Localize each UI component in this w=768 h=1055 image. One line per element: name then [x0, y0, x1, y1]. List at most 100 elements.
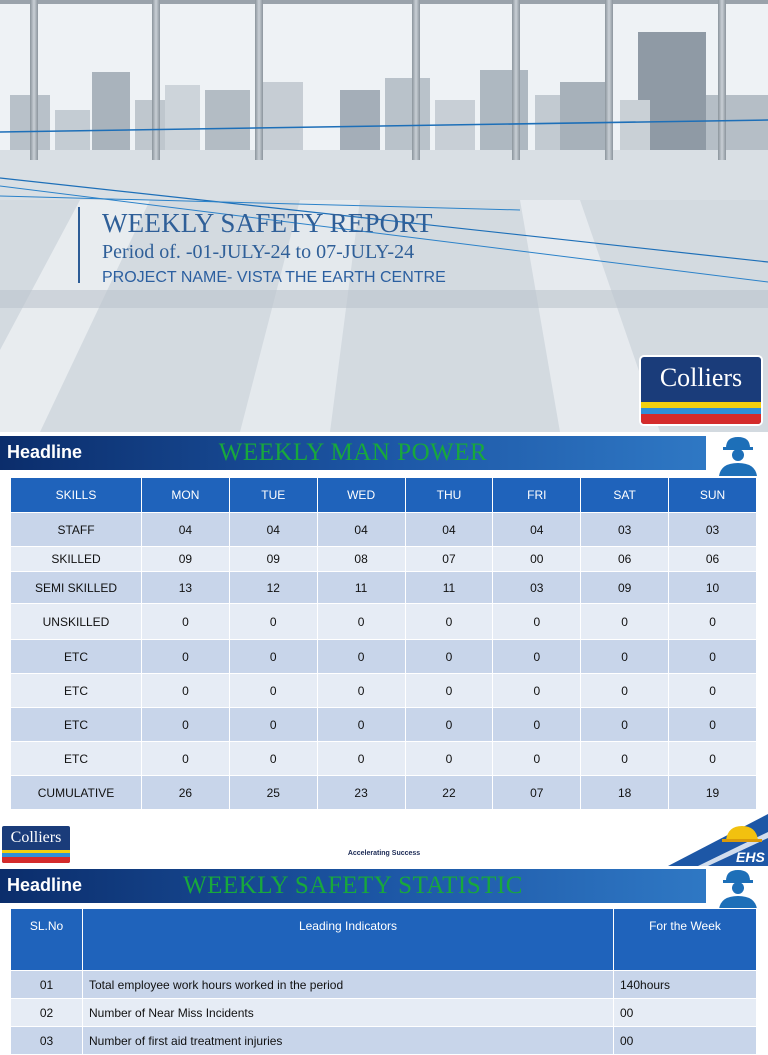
table-cell: 06 [580, 546, 670, 572]
decorative-lines [0, 119, 768, 283]
logo-stripe [641, 402, 761, 408]
logo-stripe [641, 408, 761, 414]
table-cell: 07 [404, 546, 494, 572]
table-cell: 0 [492, 707, 582, 742]
table-cell: 03 [492, 571, 582, 604]
table-cell: 0 [580, 603, 670, 640]
column-header: SUN [668, 477, 757, 513]
ehs-helmet-icon: EHS [668, 814, 768, 866]
table-cell: 25 [228, 775, 318, 810]
table-cell: ETC [10, 639, 142, 674]
table-cell: 0 [404, 707, 494, 742]
table-cell: 0 [492, 639, 582, 674]
table-cell: 23 [316, 775, 406, 810]
table-cell: 0 [228, 707, 318, 742]
ehs-text: EHS [736, 849, 765, 865]
table-cell: 0 [404, 673, 494, 708]
table-cell: 0 [492, 603, 582, 640]
table-cell: 0 [228, 603, 318, 640]
table-row: ETC 0 0 0 0 0 0 0 [10, 673, 757, 708]
manpower-headline-bar: Headline WEEKLY MAN POWER [0, 436, 706, 470]
table-cell: 10 [668, 571, 757, 604]
table-cell: 04 [228, 512, 318, 547]
table-row: STAFF 04 04 04 04 04 03 03 [10, 512, 757, 547]
table-cell: 08 [316, 546, 406, 572]
table-cell: 0 [141, 639, 230, 674]
table-row: SEMI SKILLED 13 12 11 11 03 09 10 [10, 571, 757, 604]
table-cell: 09 [228, 546, 318, 572]
logo-stripe [2, 853, 70, 857]
logo-stripe [2, 850, 70, 853]
table-cell: 18 [580, 775, 670, 810]
table-cell: 0 [228, 741, 318, 776]
window-mullion [0, 0, 768, 4]
table-cell: CUMULATIVE [10, 775, 142, 810]
manpower-headline-label: Headline [7, 442, 83, 462]
table-cell: 09 [141, 546, 230, 572]
table-cell: 00 [492, 546, 582, 572]
table-cell: 0 [580, 639, 670, 674]
table-cell: SKILLED [10, 546, 142, 572]
statistic-title: WEEKLY SAFETY STATISTIC [183, 872, 523, 899]
window-frame [512, 0, 520, 160]
table-cell: 140hours [613, 970, 757, 999]
table-cell: 04 [316, 512, 406, 547]
table-cell: 0 [668, 707, 757, 742]
statistic-header-row: SL.No Leading Indicators For the Week [10, 908, 757, 971]
table-row: ETC 0 0 0 0 0 0 0 [10, 707, 757, 742]
table-cell: 0 [668, 673, 757, 708]
window-frame [152, 0, 160, 160]
table-cell: 0 [668, 603, 757, 640]
statistic-headline-bar: Headline WEEKLY SAFETY STATISTIC [0, 869, 706, 903]
column-header: SAT [580, 477, 670, 513]
table-cell: Total employee work hours worked in the … [82, 970, 614, 999]
table-cell: 0 [316, 603, 406, 640]
column-header: TUE [228, 477, 318, 513]
table-cell: 0 [580, 673, 670, 708]
table-cell: ETC [10, 707, 142, 742]
column-header: For the Week [613, 908, 757, 971]
table-cell: 0 [580, 707, 670, 742]
table-cell: 11 [316, 571, 406, 604]
table-cell: 0 [492, 673, 582, 708]
window-frame [412, 0, 420, 160]
column-header: SKILLS [10, 477, 142, 513]
table-row: 03 Number of first aid treatment injurie… [10, 1026, 757, 1055]
table-cell: 01 [10, 970, 83, 999]
table-cell: 04 [404, 512, 494, 547]
table-cell: 0 [141, 707, 230, 742]
table-cell: 0 [404, 741, 494, 776]
safety-worker-icon [719, 870, 757, 909]
table-cell: 0 [141, 673, 230, 708]
table-cell: 0 [668, 639, 757, 674]
table-cell: 0 [668, 741, 757, 776]
table-cell: Number of first aid treatment injuries [82, 1026, 614, 1055]
table-row: ETC 0 0 0 0 0 0 0 [10, 741, 757, 776]
column-header: SL.No [10, 908, 83, 971]
tagline: Accelerating Success [347, 850, 421, 857]
manpower-title: WEEKLY MAN POWER [218, 439, 488, 466]
report-title-block: WEEKLY SAFETY REPORT Period of. -01-JULY… [78, 207, 446, 286]
statistic-headline-label: Headline [7, 875, 83, 895]
table-cell: 13 [141, 571, 230, 604]
table-cell: 09 [580, 571, 670, 604]
table-cell: 12 [228, 571, 318, 604]
table-cell: 04 [141, 512, 230, 547]
table-cell: 0 [404, 639, 494, 674]
table-row: SKILLED 09 09 08 07 00 06 06 [10, 546, 757, 572]
colliers-logo-small: Colliers [2, 826, 70, 863]
table-cell: 0 [580, 741, 670, 776]
table-row: UNSKILLED 0 0 0 0 0 0 0 [10, 603, 757, 640]
window-frame [605, 0, 613, 160]
manpower-table: SKILLS MON TUE WED THU FRI SAT SUN STAFF… [10, 477, 757, 810]
colliers-logo-text: Colliers [659, 363, 743, 392]
table-cell: 0 [228, 673, 318, 708]
logo-stripe [641, 414, 761, 424]
table-cell: STAFF [10, 512, 142, 547]
table-cell: 0 [316, 707, 406, 742]
city-skyline-background [0, 0, 768, 200]
table-row: 02 Number of Near Miss Incidents 00 [10, 998, 757, 1027]
project-name: PROJECT NAME- VISTA THE EARTH CENTRE [102, 269, 446, 286]
table-cell: 0 [141, 603, 230, 640]
report-title: WEEKLY SAFETY REPORT [102, 208, 433, 238]
